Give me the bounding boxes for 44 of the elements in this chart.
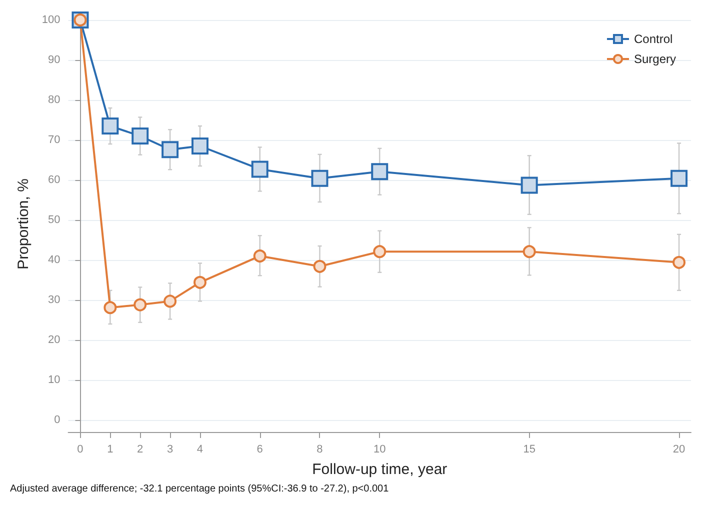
y-tick-label: 0 — [54, 414, 60, 426]
point — [132, 128, 149, 144]
y-tick-label: 20 — [48, 334, 60, 346]
x-tick-label: 8 — [316, 444, 323, 456]
y-tick-label: 90 — [48, 54, 60, 66]
point — [194, 276, 206, 289]
point — [104, 301, 117, 314]
x-tick-label: 1 — [107, 444, 114, 456]
point — [522, 245, 536, 258]
text: Adjusted average difference; -32.1 percentage points (95%CI:-36.9 to -27.2), p<0.001 — [10, 484, 390, 494]
point — [253, 250, 266, 262]
x-axis-title: Follow-up time, year — [312, 461, 448, 478]
x-tick-label: 20 — [672, 444, 686, 456]
point — [373, 245, 386, 258]
y-tick-label: 30 — [48, 294, 60, 306]
x-tick-label: 15 — [523, 444, 536, 456]
legend-label: Control — [634, 32, 673, 46]
point — [164, 294, 177, 308]
x-tick-label: 0 — [77, 444, 84, 456]
x-tick-label: 4 — [196, 444, 204, 456]
point — [520, 176, 538, 194]
point — [672, 256, 686, 269]
y-axis-title: Proportion, % — [15, 178, 32, 270]
x-tick-label: 2 — [137, 444, 144, 456]
point — [313, 260, 326, 273]
x-tick-label: 3 — [166, 444, 174, 456]
point — [134, 298, 147, 312]
point — [102, 118, 119, 134]
y-tick-label: 100 — [42, 14, 60, 26]
point — [311, 170, 328, 187]
y-tick-label: 40 — [48, 254, 60, 266]
x-tick-label: 6 — [256, 444, 263, 456]
y-tick-label: 10 — [48, 374, 60, 386]
point — [162, 141, 179, 158]
point — [670, 170, 688, 187]
legend-label: Surgery — [634, 52, 676, 66]
y-tick-label: 50 — [48, 214, 60, 226]
y-tick-label: 60 — [48, 174, 60, 186]
point — [371, 163, 388, 180]
x-tick-label: 10 — [374, 444, 386, 456]
y-tick-label: 70 — [48, 134, 60, 146]
y-tick-label: 80 — [48, 94, 60, 106]
point — [251, 160, 268, 178]
point — [191, 138, 208, 154]
